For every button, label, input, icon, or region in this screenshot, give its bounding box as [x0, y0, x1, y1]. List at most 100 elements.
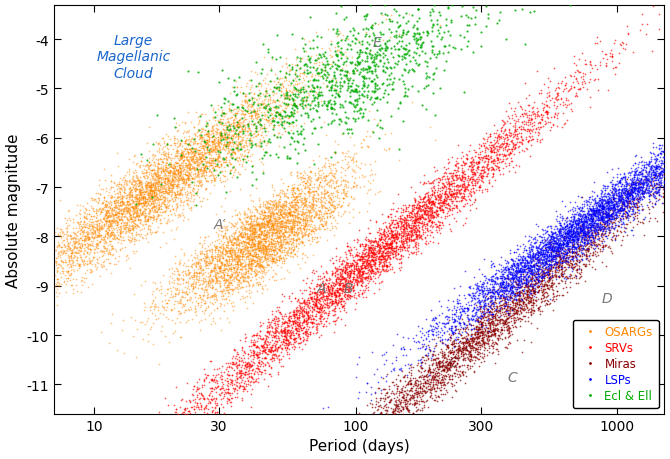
Point — [172, 140, 182, 147]
Point — [624, 200, 634, 207]
Point — [267, 352, 277, 359]
Point — [326, 301, 336, 308]
Point — [410, 223, 421, 230]
Point — [298, 36, 309, 43]
Point — [525, 280, 536, 288]
Point — [135, 191, 145, 199]
Point — [528, 243, 539, 251]
Point — [442, 201, 453, 208]
Point — [233, 106, 244, 114]
Point — [239, 361, 250, 369]
Point — [354, 257, 365, 264]
Point — [257, 347, 268, 355]
Point — [521, 271, 531, 279]
Point — [406, 380, 417, 387]
Point — [460, 325, 471, 332]
Point — [351, 259, 362, 266]
Point — [234, 296, 245, 303]
Point — [460, 196, 470, 203]
Point — [287, 318, 298, 325]
Point — [271, 201, 281, 208]
Point — [628, 189, 639, 196]
Point — [138, 162, 149, 170]
Point — [86, 240, 97, 247]
Point — [410, 249, 421, 256]
Point — [444, 348, 454, 355]
Point — [344, 28, 355, 36]
Point — [279, 208, 290, 216]
Point — [403, 407, 413, 414]
Point — [426, 330, 437, 338]
Point — [421, 202, 431, 209]
Point — [76, 242, 87, 250]
Point — [581, 261, 592, 268]
Point — [362, 247, 373, 254]
Point — [480, 340, 491, 347]
Point — [502, 345, 513, 353]
Point — [525, 254, 536, 262]
Point — [285, 113, 296, 121]
Point — [135, 217, 146, 224]
Point — [105, 229, 116, 236]
Point — [524, 108, 535, 115]
Point — [233, 353, 244, 361]
Point — [222, 272, 232, 279]
Point — [153, 186, 163, 193]
Point — [212, 269, 222, 276]
Point — [216, 326, 226, 334]
Point — [137, 208, 148, 216]
Point — [509, 293, 519, 301]
Point — [509, 291, 519, 298]
Point — [567, 237, 578, 244]
Point — [215, 273, 226, 280]
Point — [281, 225, 291, 232]
Point — [117, 210, 127, 217]
Point — [400, 236, 411, 243]
Point — [245, 342, 256, 350]
Point — [512, 310, 523, 318]
Point — [517, 348, 527, 356]
Point — [225, 377, 236, 384]
Point — [324, 287, 335, 294]
Point — [269, 342, 280, 349]
Point — [398, 406, 409, 413]
Point — [228, 286, 239, 293]
Point — [243, 122, 253, 129]
Point — [180, 410, 191, 418]
Point — [198, 143, 209, 150]
Point — [490, 321, 501, 329]
Point — [490, 312, 500, 319]
Point — [525, 115, 536, 122]
Point — [395, 389, 406, 396]
Point — [454, 305, 464, 313]
Point — [604, 208, 614, 215]
Point — [299, 327, 310, 335]
Point — [519, 112, 530, 119]
Point — [259, 224, 270, 231]
Point — [502, 279, 513, 286]
Point — [316, 305, 327, 313]
Point — [212, 380, 223, 387]
Point — [245, 132, 255, 139]
Point — [202, 143, 213, 151]
Point — [486, 342, 496, 349]
Point — [346, 283, 356, 290]
Point — [608, 198, 619, 206]
Point — [297, 311, 308, 318]
Point — [120, 207, 131, 214]
Point — [80, 215, 91, 222]
Point — [478, 135, 488, 142]
Point — [159, 198, 170, 205]
Point — [164, 180, 175, 187]
Point — [109, 233, 120, 240]
Point — [205, 273, 216, 280]
Point — [523, 278, 534, 285]
Point — [188, 253, 199, 261]
Point — [580, 224, 590, 232]
Point — [378, 252, 389, 260]
Point — [143, 194, 153, 201]
Point — [529, 263, 539, 270]
Point — [433, 221, 444, 229]
Point — [462, 346, 473, 353]
Point — [395, 34, 406, 42]
